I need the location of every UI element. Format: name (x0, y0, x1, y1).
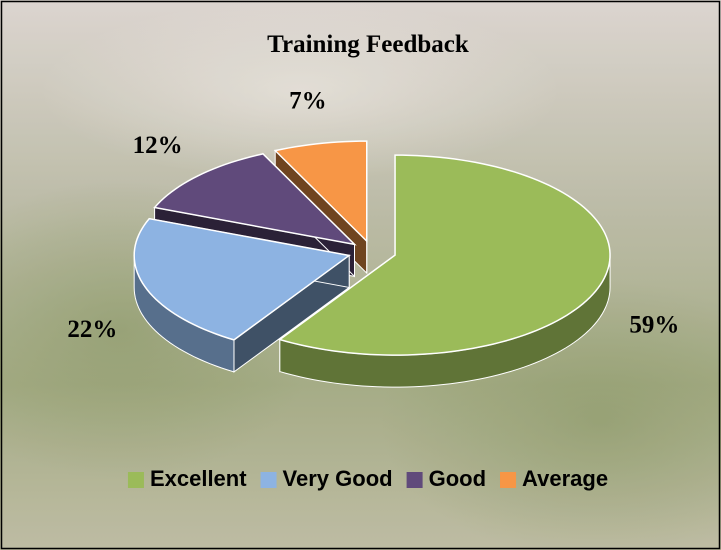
data-label: 59% (629, 311, 679, 338)
data-label: 7% (289, 87, 327, 114)
data-label: 12% (133, 132, 183, 159)
legend-label: Average (522, 466, 608, 491)
legend-swatch (500, 472, 517, 488)
legend-swatch (127, 472, 144, 488)
legend-label: Good (429, 466, 486, 491)
background-light (40, 0, 560, 180)
legend-label: Very Good (283, 466, 393, 491)
slice (153, 153, 357, 246)
slice (278, 154, 611, 356)
pie: 59% 22% 12% 7% (67, 87, 679, 388)
data-label: 22% (67, 316, 117, 343)
legend-swatch (260, 472, 277, 488)
slice (133, 217, 352, 341)
slice (273, 140, 368, 243)
legend-label: Excellent (150, 466, 247, 491)
chart-title: Training Feedback (267, 31, 469, 58)
legend: Excellent Very Good Good Average (127, 466, 608, 491)
legend-swatch (406, 472, 423, 488)
slice (133, 217, 352, 373)
slice (278, 154, 611, 388)
